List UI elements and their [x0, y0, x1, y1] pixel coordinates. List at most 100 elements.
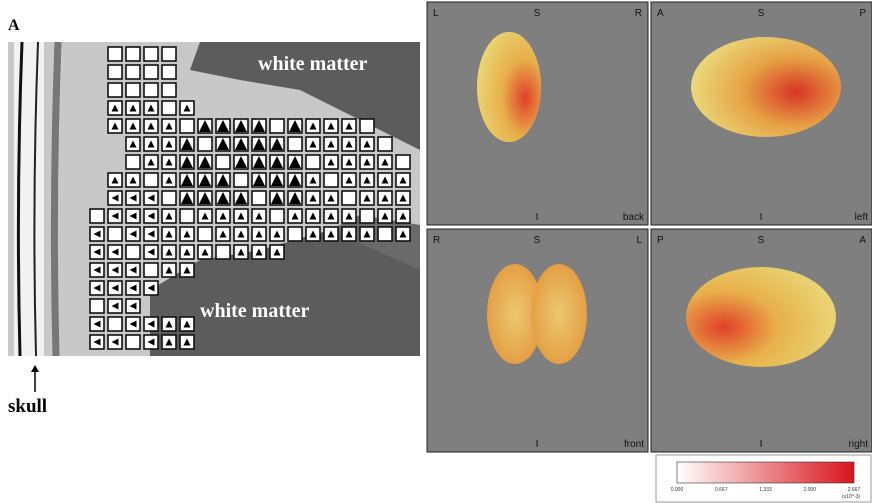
view-panel: L S R I back [426, 1, 649, 226]
view-label: L [433, 8, 439, 19]
arrow-glyph [309, 140, 317, 148]
arrow-glyph [327, 194, 335, 202]
arrow-glyph [327, 158, 335, 166]
arrow-glyph [147, 338, 155, 346]
grid-cell [143, 82, 159, 98]
grid-cell [107, 46, 123, 62]
arrow-glyph [363, 230, 371, 238]
view-label: I [536, 439, 539, 450]
grid-cell [377, 226, 393, 242]
grid-cell [161, 190, 177, 206]
view-label: P [859, 8, 866, 19]
panel-a: white matter white matter [8, 41, 420, 357]
arrow-glyph [345, 122, 353, 130]
grid-cell [197, 226, 213, 242]
grid-cell [89, 208, 105, 224]
grid-cell [143, 46, 159, 62]
colorbar-tick: 1.333 [759, 487, 772, 493]
arrow-glyph [399, 212, 407, 220]
arrow-glyph [289, 156, 301, 168]
arrow-glyph [199, 156, 211, 168]
brain [691, 37, 841, 137]
arrow-glyph [219, 212, 227, 220]
arrow-glyph [165, 320, 173, 328]
arrow-glyph [165, 248, 173, 256]
colorbar-tick: 0.667 [715, 487, 728, 493]
arrow-glyph [93, 230, 101, 238]
arrow-glyph [327, 230, 335, 238]
arrow-glyph [399, 194, 407, 202]
grid-cell [161, 64, 177, 80]
arrow-glyph [255, 230, 263, 238]
grid-cell [215, 244, 231, 260]
grid-cell [323, 172, 339, 188]
arrow-glyph [183, 266, 191, 274]
arrow-glyph [165, 230, 173, 238]
grid-cell [251, 190, 267, 206]
arrow-head [31, 365, 39, 372]
arrow-glyph [111, 266, 119, 274]
arrow-glyph [165, 212, 173, 220]
view-label: S [534, 235, 541, 246]
grid-cell [125, 244, 141, 260]
grid-cell [377, 136, 393, 152]
arrow-glyph [147, 284, 155, 292]
arrow-glyph [235, 120, 247, 132]
grid-cell [143, 262, 159, 278]
grid-cell [107, 82, 123, 98]
arrow-glyph [309, 194, 317, 202]
arrow-glyph [289, 192, 301, 204]
grid-cell [161, 100, 177, 116]
arrow-glyph [253, 120, 265, 132]
view-label: S [758, 8, 765, 19]
arrow-glyph [183, 320, 191, 328]
arrow-glyph [129, 230, 137, 238]
grid-cell [341, 190, 357, 206]
arrow-glyph [111, 176, 119, 184]
skull-label: skull [8, 396, 47, 417]
arrow-glyph [345, 230, 353, 238]
arrow-glyph [253, 138, 265, 150]
arrow-glyph [363, 194, 371, 202]
arrow-glyph [273, 248, 281, 256]
arrow-glyph [111, 302, 119, 310]
view-label: left [855, 212, 869, 223]
arrow-glyph [165, 122, 173, 130]
grid-cell [125, 154, 141, 170]
arrow-glyph [93, 284, 101, 292]
view-label: R [635, 8, 642, 19]
arrow-glyph [165, 140, 173, 148]
arrow-glyph [181, 138, 193, 150]
view-label: P [657, 235, 664, 246]
view-panel: P S A I right [650, 228, 872, 453]
arrow-glyph [309, 176, 317, 184]
arrow-glyph [271, 174, 283, 186]
panel-label: A [8, 17, 20, 34]
view-label: back [623, 212, 645, 223]
arrow-glyph [309, 230, 317, 238]
brain [531, 264, 587, 364]
arrow-glyph [363, 176, 371, 184]
arrow-glyph [255, 212, 263, 220]
arrow-glyph [381, 158, 389, 166]
grid-cell [305, 154, 321, 170]
view-label: I [760, 212, 763, 223]
arrow-glyph [199, 192, 211, 204]
arrow-glyph [345, 140, 353, 148]
arrow-glyph [111, 104, 119, 112]
arrow-glyph [129, 266, 137, 274]
grid-cell [269, 208, 285, 224]
arrow-glyph [129, 302, 137, 310]
arrow-glyph [345, 212, 353, 220]
arrow-glyph [219, 230, 227, 238]
arrow-glyph [129, 122, 137, 130]
arrow-glyph [327, 140, 335, 148]
arrow-glyph [183, 338, 191, 346]
view-label: I [760, 439, 763, 450]
arrow-glyph [271, 156, 283, 168]
arrow-glyph [93, 248, 101, 256]
arrow-glyph [111, 122, 119, 130]
arrow-glyph [271, 138, 283, 150]
view-label: right [849, 439, 869, 450]
arrow-glyph [111, 248, 119, 256]
